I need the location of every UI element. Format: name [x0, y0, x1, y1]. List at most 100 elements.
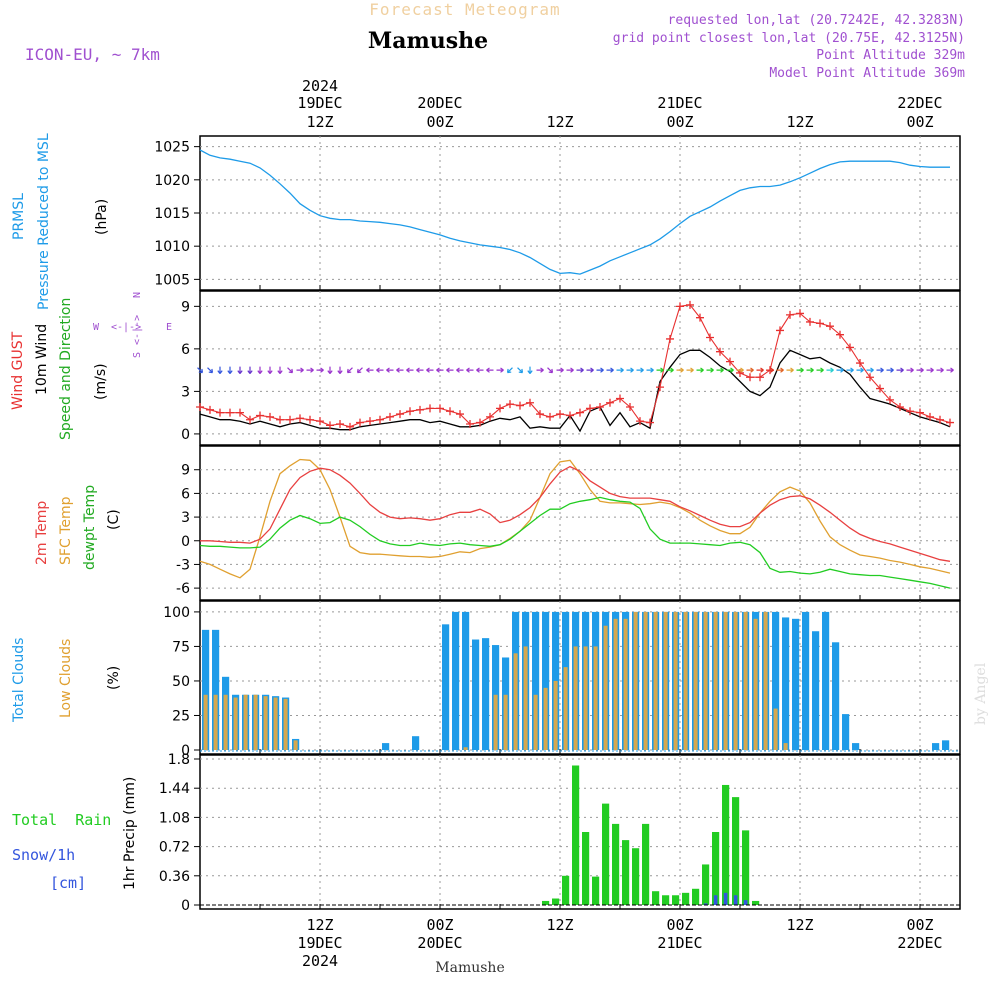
- wind-direction-arrow: [436, 367, 444, 373]
- prmsl-label: PRMSL: [11, 193, 27, 240]
- gust-marker: [606, 398, 614, 407]
- ytick-label-clouds: 50: [172, 674, 190, 690]
- low-cloud-bar: [283, 698, 288, 750]
- top-hour-label: 00Z: [906, 113, 933, 131]
- gust-marker: [426, 404, 434, 413]
- wind-direction-arrow: [316, 367, 324, 373]
- ytick-label-pressure: 1025: [154, 140, 190, 156]
- low-cloud-bar: [243, 694, 248, 750]
- low-cloud-bar: [653, 611, 658, 750]
- wind-direction-arrow: [426, 367, 434, 373]
- location-title: Mamushe: [368, 28, 488, 54]
- panel-frame-clouds: [199, 600, 961, 755]
- total-cloud-bar: [772, 611, 780, 750]
- wind-direction-arrow: [517, 367, 524, 374]
- low-cloud-bar: [723, 611, 728, 750]
- wind-direction-arrow: [406, 367, 414, 373]
- gust-marker: [906, 407, 914, 416]
- gust-marker: [616, 394, 624, 403]
- low-cloud-bar: [713, 611, 718, 750]
- wind-direction-arrow: [237, 366, 243, 374]
- low-cloud-bar: [533, 694, 538, 750]
- wind-direction-arrow: [547, 367, 554, 374]
- total-rain-label: Total Rain: [12, 811, 111, 829]
- low-cloud-bar: [523, 646, 528, 750]
- ytick-label-precip: 0.36: [159, 869, 190, 885]
- wind-direction-arrow: [816, 367, 824, 373]
- gust-marker: [666, 334, 674, 343]
- gust-marker: [386, 412, 394, 421]
- low-cloud-bar: [763, 611, 768, 750]
- rain-bar: [662, 895, 670, 905]
- wind-direction-arrow: [936, 367, 944, 373]
- gust-marker: [876, 384, 884, 393]
- low-cloud-bar: [463, 747, 468, 750]
- chart-marks: [196, 149, 960, 906]
- bottom-date-label: 20DEC: [417, 934, 462, 952]
- model-name: ICON-EU, ~ 7km: [25, 45, 160, 64]
- total-cloud-bar: [802, 611, 810, 750]
- total-cloud-bar: [792, 618, 800, 750]
- rain-bar: [702, 864, 710, 905]
- gust-marker: [466, 419, 474, 428]
- ytick-label-wind: 0: [181, 427, 190, 443]
- gust-marker: [556, 410, 564, 419]
- gust-marker: [286, 415, 294, 424]
- pressure-labels: PRMSL Pressure Reduced to MSL (hPa): [11, 133, 110, 310]
- gust-marker: [456, 410, 464, 419]
- low-cloud-bar: [223, 694, 228, 750]
- gust-marker: [566, 411, 574, 420]
- wind-direction-arrow: [606, 367, 614, 373]
- gust-marker: [476, 418, 484, 427]
- total-cloud-bar: [202, 629, 210, 750]
- gust-marker: [346, 422, 354, 431]
- gust-marker: [546, 412, 554, 421]
- total-cloud-bar: [442, 624, 450, 750]
- wind-direction-arrow: [396, 367, 404, 373]
- total-cloud-bar: [812, 631, 820, 750]
- wind-direction-arrow: [496, 367, 504, 373]
- wind-direction-arrow: [846, 367, 854, 373]
- rain-bar: [602, 803, 610, 905]
- gust-marker: [536, 410, 544, 419]
- bottom-date-label: 22DEC: [897, 934, 942, 952]
- wind-direction-arrow: [267, 366, 273, 374]
- wind-direction-arrow: [556, 367, 564, 373]
- gust-marker: [866, 373, 874, 382]
- ytick-label-temperature: -3: [176, 557, 190, 573]
- gust-marker: [896, 402, 904, 411]
- wind-direction-arrow: [926, 367, 934, 373]
- wind-direction-arrow: [696, 367, 704, 373]
- wind-direction-arrow: [806, 367, 814, 373]
- grid-point-coords: grid point closest lon,lat (20.75E, 42.3…: [613, 31, 965, 46]
- gust-marker: [446, 407, 454, 416]
- low-cloud-bar: [703, 611, 708, 750]
- wind-gust-label: Wind GUST: [10, 331, 26, 410]
- wind-direction-arrow: [736, 367, 744, 373]
- gust-marker: [696, 313, 704, 322]
- wind-direction-arrow: [716, 367, 724, 373]
- wind-direction-arrow: [197, 367, 204, 374]
- bottom-date-label: 21DEC: [657, 934, 702, 952]
- snow-bar: [743, 900, 748, 905]
- rain-bar: [552, 898, 560, 905]
- gust-marker: [626, 402, 634, 411]
- gust-marker: [646, 418, 654, 427]
- low-cloud-bar: [233, 697, 238, 750]
- gust-marker: [226, 408, 234, 417]
- wind-direction-arrow: [306, 367, 314, 373]
- ytick-label-pressure: 1010: [154, 239, 190, 255]
- gust-marker: [366, 417, 374, 426]
- wind-direction-arrow: [876, 367, 884, 373]
- gust-marker: [786, 310, 794, 319]
- gust-marker: [356, 418, 364, 427]
- rain-bar: [722, 784, 730, 905]
- total-cloud-bar: [412, 736, 420, 750]
- rain-bar: [582, 832, 590, 905]
- bottom-year: 2024: [302, 952, 338, 970]
- total-cloud-bar: [452, 611, 460, 750]
- rain-bar: [642, 823, 650, 905]
- precip-axis-label: 1hr Precip (mm): [122, 777, 138, 890]
- gust-marker: [526, 398, 534, 407]
